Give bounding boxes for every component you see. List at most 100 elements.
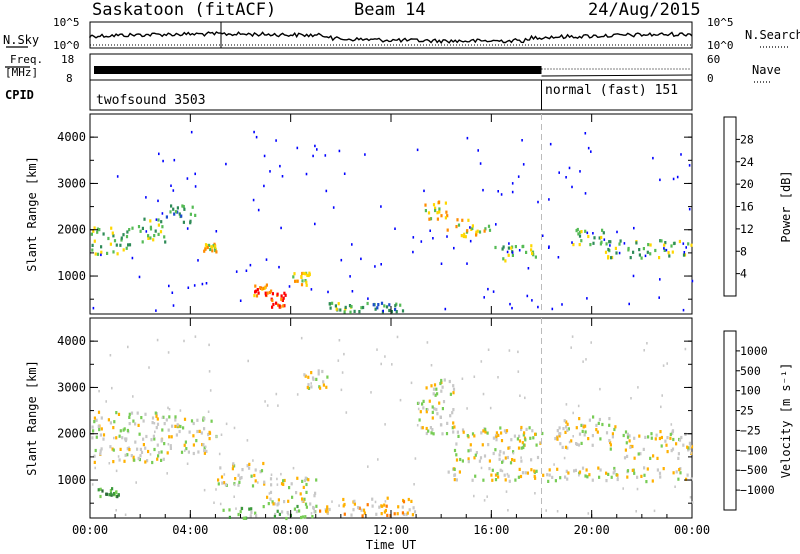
data-cell [578,234,582,238]
data-cell [380,263,382,266]
station-title: Saskatoon (fitACF) [92,0,277,20]
data-cell [572,411,574,415]
data-cell [573,469,576,473]
data-cell [156,457,159,461]
data-cell [597,466,600,470]
data-cell [203,427,206,431]
data-cell [119,429,122,433]
data-cell [601,228,604,232]
data-cell [92,306,95,310]
data-cell [100,245,103,249]
data-cell [442,400,446,404]
data-cell [671,447,675,451]
data-cell [503,429,506,433]
data-cell [585,468,588,472]
data-cell [563,456,566,460]
data-cell [235,507,237,510]
data-cell [626,435,630,439]
data-cell [609,447,612,451]
data-cell [360,257,362,261]
data-cell [441,432,444,436]
data-cell [574,468,577,472]
data-cell [533,474,536,478]
data-cell [617,476,619,479]
data-cell [223,473,226,476]
data-cell [280,297,283,301]
data-cell [121,436,124,440]
data-cell [280,226,282,230]
data-cell [144,412,147,416]
data-cell [633,456,636,460]
data-cell [305,283,308,287]
data-cell [375,512,378,516]
data-cell [167,406,169,410]
data-cell [307,273,310,278]
data-cell [105,400,107,403]
data-cell [109,354,112,357]
freq-top-tick: 18 [61,53,75,66]
data-cell [102,232,105,236]
data-cell [91,436,94,440]
data-cell [99,433,102,437]
data-cell [629,256,632,260]
data-cell [580,239,583,243]
data-cell [161,416,164,419]
colorbar-tick-label: −100 [740,443,768,457]
data-cell [494,245,497,250]
data-cell [122,428,125,432]
data-cell [688,441,691,445]
data-cell [599,387,601,391]
data-cell [406,511,409,515]
data-cell [600,235,603,240]
summary-panels [5,21,790,111]
data-cell [197,450,200,454]
data-cell [337,359,340,362]
data-cell [471,432,475,436]
data-cell [584,132,587,135]
data-cell [162,457,165,461]
data-cell [168,284,170,288]
data-cell [248,466,251,470]
data-cell [255,514,258,518]
data-cell [476,229,479,233]
data-cell [541,234,544,237]
data-cell [521,441,524,445]
data-cell [596,430,599,434]
colorbar-tick-label: 20 [740,177,754,191]
data-cell [395,310,398,314]
data-cell [530,248,533,252]
data-cell [170,435,173,439]
data-cell [233,483,236,487]
data-cell [300,515,303,520]
data-cell [286,510,289,515]
data-cell [265,258,268,261]
data-cell [217,478,220,482]
data-cell [421,426,424,430]
data-cell [497,475,500,479]
data-cell [522,443,526,447]
data-cell [561,445,564,449]
data-cell [610,475,613,479]
data-cell [671,431,674,435]
data-cell [682,443,685,447]
data-cell [93,420,96,424]
data-cell [385,305,389,309]
data-cell [115,411,118,415]
data-cell [190,130,193,134]
data-cell [134,422,137,426]
data-cell [425,386,428,390]
data-cell [521,471,525,475]
data-cell [383,510,386,514]
data-cell [626,469,630,473]
data-cell [211,249,214,253]
data-cell [128,415,131,419]
data-cell [305,490,308,494]
data-cell [257,481,259,484]
data-cell [109,489,112,493]
data-cell [254,511,257,515]
data-cell [174,210,178,214]
data-cell [157,454,160,458]
colorbar-tick-label: 500 [740,364,761,378]
data-cell [607,472,610,476]
